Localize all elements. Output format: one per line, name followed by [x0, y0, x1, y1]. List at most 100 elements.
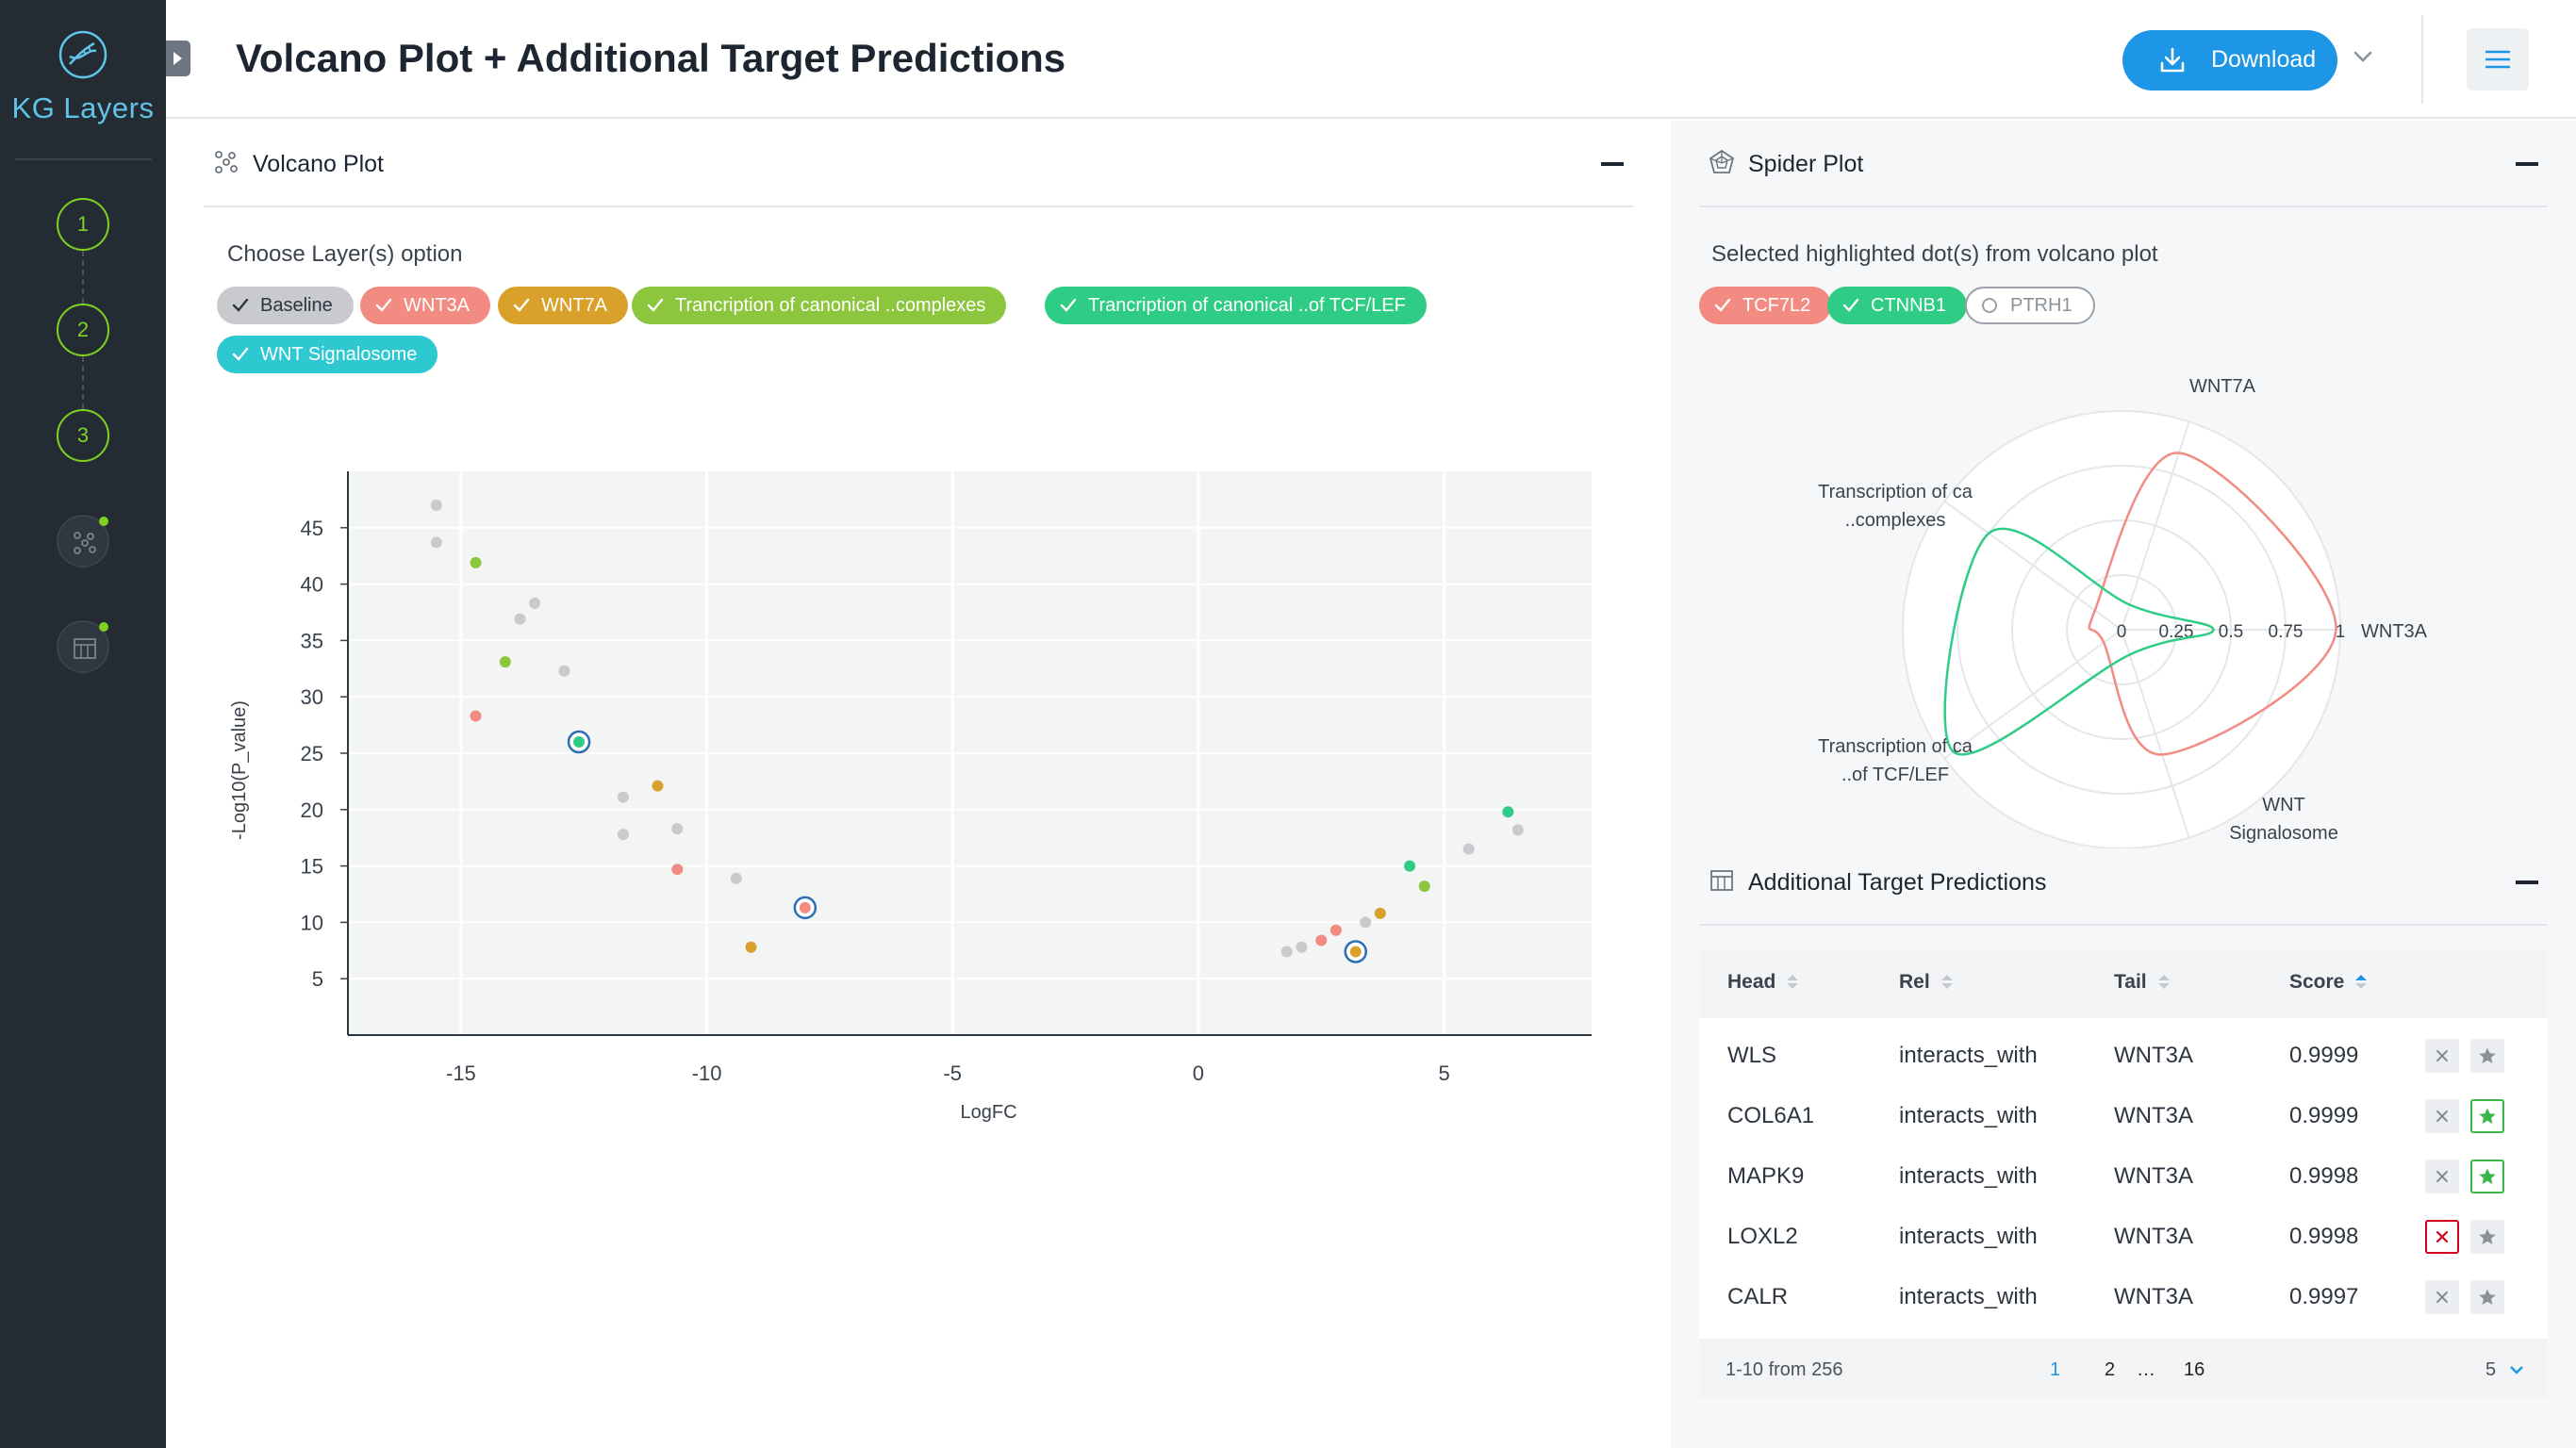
chevron-down-icon[interactable] — [2352, 45, 2374, 68]
column-header-score[interactable]: Score — [2289, 971, 2368, 994]
radar-axis-label: WNT7A — [2189, 377, 2256, 397]
data-point[interactable] — [617, 829, 629, 841]
data-point[interactable] — [529, 597, 541, 609]
column-header-rel[interactable]: Rel — [1899, 971, 1953, 994]
data-point[interactable] — [730, 872, 742, 884]
star-icon — [2479, 1168, 2496, 1184]
step-3[interactable]: 3 — [57, 409, 109, 462]
page-2[interactable]: 2 — [2105, 1359, 2116, 1380]
data-point[interactable] — [671, 864, 684, 876]
cell-score: 0.9999 — [2289, 1103, 2359, 1128]
y-axis-label: -Log10(P_value) — [229, 700, 250, 840]
layer-chip[interactable]: Baseline — [217, 287, 354, 324]
selected-dot-chip[interactable]: TCF7L2 — [1699, 287, 1832, 324]
data-point[interactable] — [470, 556, 482, 568]
table-row[interactable]: LOXL2 interacts_with WNT3A 0.9998 — [1699, 1207, 2548, 1267]
highlighted-data-point[interactable] — [573, 736, 586, 749]
cell-rel: interacts_with — [1899, 1224, 2038, 1249]
table-row[interactable]: WLS interacts_with WNT3A 0.9999 — [1699, 1026, 2548, 1086]
y-tick-label: 15 — [301, 855, 323, 879]
download-button[interactable]: Download — [2122, 30, 2337, 90]
layer-chip[interactable]: Trancription of canonical ..of TCF/LEF — [1045, 287, 1427, 324]
data-point[interactable] — [1404, 860, 1416, 872]
sidebar: KG Layers 1 2 3 — [0, 0, 166, 1448]
table-row[interactable]: COL6A1 interacts_with WNT3A 0.9999 — [1699, 1086, 2548, 1146]
reject-button[interactable] — [2425, 1220, 2459, 1254]
page-16[interactable]: 16 — [2184, 1359, 2205, 1380]
app-logo[interactable]: KG Layers — [0, 28, 166, 125]
cell-rel: interacts_with — [1899, 1284, 2038, 1309]
predictions-panel-title: Additional Target Predictions — [1748, 869, 2047, 896]
radar-spoke — [2121, 629, 2190, 838]
data-point[interactable] — [499, 656, 511, 668]
data-point[interactable] — [558, 665, 570, 677]
data-point[interactable] — [514, 613, 526, 625]
data-point[interactable] — [1374, 907, 1386, 919]
sort-ascending-icon — [2355, 975, 2368, 990]
data-point[interactable] — [745, 941, 757, 953]
close-icon — [2436, 1291, 2449, 1304]
selected-dot-chip-label: TCF7L2 — [1742, 295, 1811, 316]
step-2[interactable]: 2 — [57, 304, 109, 356]
star-button[interactable] — [2470, 1039, 2504, 1073]
chevron-down-icon — [2509, 1366, 2523, 1374]
column-header-head[interactable]: Head — [1727, 971, 1799, 994]
step-1[interactable]: 1 — [57, 198, 109, 251]
predictions-collapse-button[interactable] — [2516, 880, 2538, 884]
layer-chip[interactable]: WNT7A — [498, 287, 628, 324]
radar-axis-label-line: Transcription of ca — [1818, 736, 1973, 757]
data-point[interactable] — [470, 710, 482, 722]
reject-button[interactable] — [2425, 1280, 2459, 1314]
layer-chip[interactable]: WNT3A — [360, 287, 490, 324]
highlighted-data-point[interactable] — [1349, 946, 1362, 958]
selected-dot-chip[interactable]: CTNNB1 — [1827, 287, 1968, 324]
data-point[interactable] — [430, 536, 442, 549]
status-dot — [99, 517, 108, 526]
layer-chip[interactable]: Trancription of canonical ..complexes — [632, 287, 1007, 324]
star-icon — [2479, 1108, 2496, 1124]
radar-series-line[interactable] — [1943, 527, 2215, 756]
spider-collapse-button[interactable] — [2516, 162, 2538, 166]
data-point[interactable] — [1502, 806, 1514, 818]
data-point[interactable] — [430, 499, 442, 511]
highlighted-data-point[interactable] — [799, 901, 811, 913]
radar-spoke — [2121, 421, 2190, 631]
star-button[interactable] — [2470, 1280, 2504, 1314]
data-point[interactable] — [1511, 824, 1524, 836]
cell-score: 0.9997 — [2289, 1284, 2359, 1309]
layer-chip[interactable]: WNT Signalosome — [217, 336, 438, 373]
star-button[interactable] — [2470, 1220, 2504, 1254]
reject-button[interactable] — [2425, 1099, 2459, 1133]
data-point[interactable] — [1462, 843, 1475, 855]
data-point[interactable] — [1296, 941, 1308, 953]
data-point[interactable] — [1329, 924, 1342, 936]
data-point[interactable] — [652, 780, 664, 792]
column-header-tail[interactable]: Tail — [2114, 971, 2170, 994]
menu-button[interactable] — [2467, 28, 2529, 90]
table-row[interactable]: CALR interacts_with WNT3A 0.9997 — [1699, 1267, 2548, 1327]
radar-series-line[interactable] — [2088, 452, 2337, 756]
cell-tail: WNT3A — [2114, 1043, 2193, 1068]
page-1[interactable]: 1 — [2050, 1359, 2061, 1380]
data-point[interactable] — [1418, 880, 1430, 893]
data-point[interactable] — [1280, 946, 1293, 958]
data-point[interactable] — [671, 823, 684, 835]
step-connector — [82, 356, 84, 409]
data-point[interactable] — [617, 791, 629, 803]
star-button[interactable] — [2470, 1160, 2504, 1193]
reject-button[interactable] — [2425, 1160, 2459, 1193]
hamburger-icon — [2485, 50, 2510, 69]
page-size-select[interactable]: 5 — [2485, 1359, 2524, 1381]
star-button[interactable] — [2470, 1099, 2504, 1133]
sort-icon — [1940, 975, 1953, 990]
check-icon — [1842, 298, 1859, 312]
table-row[interactable]: MAPK9 interacts_with WNT3A 0.9998 — [1699, 1146, 2548, 1207]
data-point[interactable] — [1360, 916, 1372, 929]
cell-head: WLS — [1727, 1043, 1777, 1068]
sort-icon — [2157, 975, 2170, 990]
data-point[interactable] — [1315, 934, 1328, 946]
selected-dot-chip[interactable]: PTRH1 — [1965, 287, 2095, 324]
sidebar-collapse-toggle[interactable] — [166, 41, 190, 76]
volcano-collapse-button[interactable] — [1601, 162, 1624, 166]
reject-button[interactable] — [2425, 1039, 2459, 1073]
